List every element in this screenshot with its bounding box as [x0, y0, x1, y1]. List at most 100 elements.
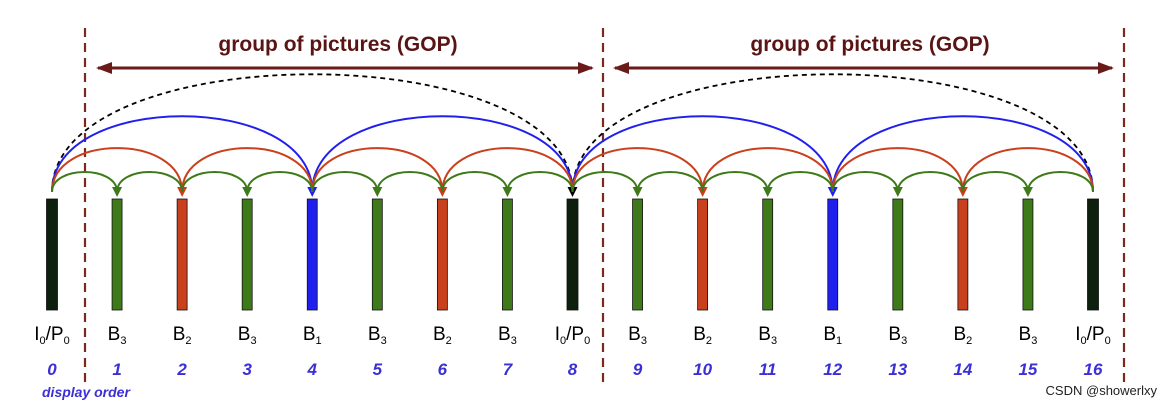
- frame-type-letter: B: [108, 324, 121, 345]
- b3-reference-arc: [506, 171, 574, 193]
- gop-header-left: group of pictures (GOP): [96, 33, 594, 74]
- frame-type-letter: B: [498, 324, 511, 345]
- reference-arcs: [51, 73, 1094, 197]
- frame-type-suffix: /P: [566, 324, 584, 345]
- frame-bar-b3: [502, 198, 513, 311]
- frame-bar-anchor: [566, 198, 579, 311]
- frame-type-letter: I: [1075, 324, 1080, 345]
- watermark: CSDN @showerlxy: [1046, 383, 1158, 398]
- b2-reference-arc: [701, 147, 834, 193]
- b2-reference-arc: [571, 147, 708, 197]
- frame-type-letter: B: [758, 324, 771, 345]
- frame-type-subscript: 1: [836, 335, 842, 347]
- frame-type-label: B2: [693, 324, 712, 347]
- b2-reference-arc: [441, 147, 574, 193]
- b2-reference-arc: [181, 147, 314, 193]
- frame-type-label: B3: [108, 324, 127, 347]
- b3-reference-arc: [701, 171, 773, 197]
- frame-type-subscript: 1: [316, 335, 322, 347]
- frame-type-subscript: 2: [966, 335, 972, 347]
- frame-type-subscript: 3: [250, 335, 256, 347]
- frame-bar-b2: [176, 198, 188, 311]
- b2-reference-arc: [961, 147, 1094, 193]
- frame-type-subscript: 2: [185, 335, 191, 347]
- display-order-number: 11: [759, 360, 777, 379]
- frame-type-label: B3: [758, 324, 777, 347]
- frame-bar-b2: [957, 198, 969, 311]
- frame-type-label: B2: [953, 324, 972, 347]
- frame-type-subscript: 3: [1031, 335, 1037, 347]
- b3-reference-arc: [441, 171, 513, 197]
- frame-type-label: B3: [498, 324, 517, 347]
- frame-type-label: B3: [1019, 324, 1038, 347]
- display-order-number: 3: [242, 360, 252, 379]
- display-order-numbers: 0 1 2 3 4 5 6 7 8 9 10 11 12 13 14 15 16: [47, 360, 1103, 379]
- frame-bar-b3: [1022, 198, 1034, 311]
- frame-type-label: B1: [823, 324, 842, 347]
- b3-reference-arc: [896, 171, 964, 193]
- frame-type-subscript: 0: [560, 335, 566, 347]
- display-order-number: 12: [823, 360, 842, 379]
- frame-type-subscript: 2: [706, 335, 712, 347]
- frame-type-letter: B: [953, 324, 966, 345]
- display-order-number: 2: [176, 360, 187, 379]
- frame-bar-b3: [632, 198, 643, 311]
- b1-reference-arc: [51, 115, 318, 197]
- display-order-number: 0: [47, 360, 57, 379]
- b3-reference-arc: [961, 171, 1033, 197]
- frame-type-letter: B: [368, 324, 381, 345]
- frame-type-letter: B: [303, 324, 316, 345]
- display-order-number: 13: [888, 360, 907, 379]
- gop-title: group of pictures (GOP): [218, 33, 457, 56]
- frame-bars: [46, 198, 1099, 311]
- frame-type-subscript: 3: [120, 335, 126, 347]
- frame-type-label: I0/P0: [1075, 324, 1110, 347]
- frame-type-letter: B: [238, 324, 251, 345]
- b3-reference-arc: [571, 171, 643, 197]
- frame-type-letter: I: [34, 324, 39, 345]
- display-order-number: 8: [568, 360, 578, 379]
- frame-bar-b2: [697, 198, 709, 311]
- frame-bar-b1: [827, 198, 839, 311]
- frame-type-letter: B: [888, 324, 901, 345]
- frame-type-subscript: 2: [446, 335, 452, 347]
- frame-type-subscript: 3: [901, 335, 907, 347]
- frame-type-suffix-subscript: 0: [584, 335, 590, 347]
- frame-type-label: B2: [173, 324, 192, 347]
- frame-type-subscript: 3: [641, 335, 647, 347]
- b3-reference-arc: [1026, 171, 1094, 193]
- frame-type-subscript: 3: [511, 335, 517, 347]
- display-order-number: 14: [953, 360, 972, 379]
- frame-bar-b1: [306, 198, 318, 311]
- frame-type-label: B3: [888, 324, 907, 347]
- frame-bar-anchor: [46, 198, 58, 311]
- display-order-number: 16: [1084, 360, 1103, 379]
- b2-reference-arc: [51, 147, 188, 197]
- anchor-reference-arc: [51, 73, 578, 197]
- frame-type-subscript: 3: [381, 335, 387, 347]
- frame-type-suffix-subscript: 0: [64, 335, 70, 347]
- b3-reference-arc: [311, 171, 383, 197]
- b3-reference-arc: [181, 171, 253, 197]
- frame-type-label: B2: [433, 324, 452, 347]
- b2-reference-arc: [311, 147, 448, 197]
- frame-type-suffix: /P: [1087, 324, 1105, 345]
- frame-bar-b3: [111, 198, 123, 311]
- display-order-number: 9: [633, 360, 643, 379]
- frame-type-label: B3: [238, 324, 257, 347]
- display-order-number: 5: [373, 360, 383, 379]
- frame-type-label: B3: [628, 324, 647, 347]
- b1-reference-arc: [311, 115, 574, 193]
- display-order-caption: display order: [42, 384, 131, 400]
- display-order-number: 10: [693, 360, 712, 379]
- frame-type-letter: B: [1019, 324, 1032, 345]
- frame-type-letter: B: [693, 324, 706, 345]
- frame-type-labels: I0/P0 B3 B2 B3 B1 B3 B2 B3 I0/P0 B3 B2 B3 B1 B3 B2 B3 I0…: [34, 324, 1110, 347]
- frame-type-letter: B: [628, 324, 641, 345]
- frame-type-subscript: 3: [771, 335, 777, 347]
- b1-reference-arc: [831, 115, 1094, 193]
- frame-type-suffix: /P: [46, 324, 64, 345]
- frame-type-subscript: 0: [1081, 335, 1087, 347]
- frame-type-letter: B: [823, 324, 836, 345]
- gop-title: group of pictures (GOP): [750, 33, 989, 56]
